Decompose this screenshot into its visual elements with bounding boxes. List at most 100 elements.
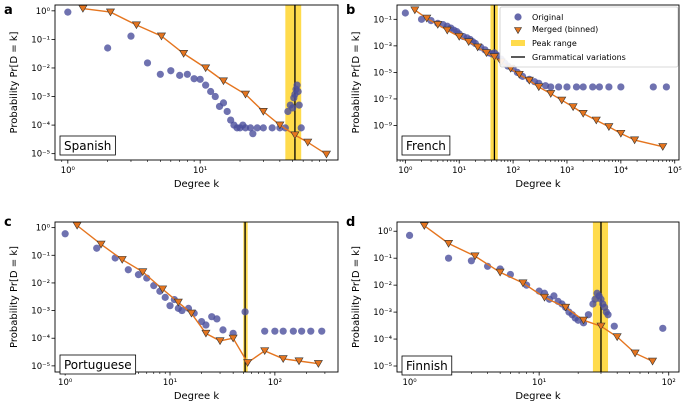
- original-point: [279, 327, 287, 335]
- original-point: [604, 311, 612, 319]
- axes-frame: [54, 4, 339, 161]
- merged-point: [473, 43, 483, 52]
- x-tick-label: 10¹: [532, 378, 546, 388]
- merged-point: [630, 136, 640, 145]
- original-point: [261, 327, 269, 335]
- panel-finnish: 10⁰ 10¹ 10² 10⁻⁵ 10⁻⁴ 10⁻³ 10⁻² 10⁻¹ 10⁰ Degree k…: [351, 221, 680, 402]
- original-point: [93, 244, 101, 252]
- original-point: [483, 262, 492, 270]
- merged-point: [117, 256, 127, 264]
- legend-grammatical-label: Grammatical variations: [532, 53, 626, 62]
- y-tick-label: 10⁻⁷: [373, 95, 392, 105]
- merged-point: [630, 349, 640, 358]
- merged-point: [313, 360, 323, 368]
- original-point: [293, 81, 301, 89]
- original-point: [167, 67, 175, 75]
- original-point: [64, 8, 72, 16]
- original-point: [219, 326, 227, 334]
- original-point: [249, 130, 257, 138]
- x-axis-label: Degree k: [174, 179, 220, 190]
- language-label: Spanish: [64, 139, 111, 153]
- y-axis-label: Probability Pr[D = k]: [9, 246, 20, 348]
- x-tick-label: 10⁰: [61, 166, 76, 176]
- merged-point: [96, 240, 106, 249]
- y-tick-label: 10⁻¹: [31, 251, 50, 261]
- x-tick-label: 10⁰: [58, 378, 73, 388]
- original-point: [246, 124, 255, 132]
- legend-peak-swatch: [511, 40, 525, 46]
- original-point: [134, 271, 143, 279]
- original-point: [555, 83, 563, 91]
- original-point: [550, 292, 558, 300]
- original-point: [259, 124, 267, 132]
- original-point: [467, 257, 475, 265]
- merged-point: [138, 268, 148, 277]
- original-point: [405, 231, 414, 240]
- original-point: [176, 71, 184, 79]
- x-tick-label: 10¹: [452, 166, 466, 176]
- merged-point: [489, 53, 499, 61]
- original-point: [298, 327, 306, 335]
- legend: Original Merged (binned) Peak range Gram…: [499, 6, 679, 68]
- legend-merged-marker: [513, 27, 523, 35]
- original-point: [563, 83, 571, 91]
- x-axis-label: Degree k: [174, 391, 220, 402]
- merged-point: [534, 83, 544, 92]
- axes-frame: [396, 4, 680, 161]
- x-axis-label: Degree k: [515, 391, 561, 402]
- merged-point: [158, 285, 168, 294]
- y-axis-label: Probability Pr[D = k]: [351, 31, 362, 133]
- merged-point: [591, 116, 601, 125]
- language-label-box: [401, 355, 453, 376]
- x-tick-label: 10¹: [193, 166, 207, 176]
- original-point: [124, 266, 132, 274]
- legend-peak-label: Peak range: [532, 39, 577, 48]
- merged-point: [596, 322, 606, 331]
- language-label: French: [406, 139, 446, 153]
- merged-point: [444, 240, 454, 248]
- merged-point: [321, 150, 331, 159]
- plot-area: [401, 5, 670, 160]
- merged-point: [131, 21, 141, 30]
- y-axis-label: Probability Pr[D = k]: [351, 246, 362, 348]
- merged-point: [201, 329, 211, 338]
- merged-point: [612, 333, 622, 342]
- axes-frame: [396, 221, 680, 373]
- merged-point: [278, 355, 288, 364]
- merged-point: [410, 6, 420, 15]
- merged-point: [228, 334, 238, 343]
- original-point: [213, 315, 221, 323]
- original-point: [271, 327, 279, 335]
- original-point: [444, 254, 453, 262]
- original-point: [547, 83, 555, 91]
- x-tick-label: 10⁵: [668, 166, 682, 176]
- original-point: [104, 44, 112, 52]
- original-point: [178, 306, 186, 315]
- merged-point: [578, 109, 588, 118]
- panel-letter-a: a: [4, 3, 13, 18]
- y-tick-label: 10⁻¹: [31, 35, 50, 45]
- y-tick-label: 10⁻³: [31, 307, 50, 317]
- y-axis-label: Probability Pr[D = k]: [9, 31, 20, 133]
- original-point: [219, 99, 228, 107]
- language-label: Finnish: [406, 359, 448, 373]
- original-point: [589, 83, 597, 91]
- merged-point: [578, 316, 589, 325]
- merged-point: [303, 138, 313, 147]
- merged-point: [258, 107, 268, 116]
- y-tick-label: 10⁻⁵: [31, 150, 50, 160]
- merged-point: [290, 131, 300, 140]
- original-point: [318, 327, 326, 335]
- merged-line: [423, 225, 653, 362]
- merged-point: [275, 121, 285, 130]
- merged-point: [433, 21, 443, 29]
- merged-point: [179, 50, 189, 58]
- original-point: [584, 311, 593, 319]
- merged-point: [470, 252, 480, 261]
- original-point: [183, 70, 191, 78]
- original-point: [268, 124, 276, 132]
- original-point: [662, 83, 670, 91]
- original-point: [289, 104, 297, 112]
- language-label-box: [401, 135, 451, 156]
- y-tick-label: 10⁰: [378, 227, 393, 237]
